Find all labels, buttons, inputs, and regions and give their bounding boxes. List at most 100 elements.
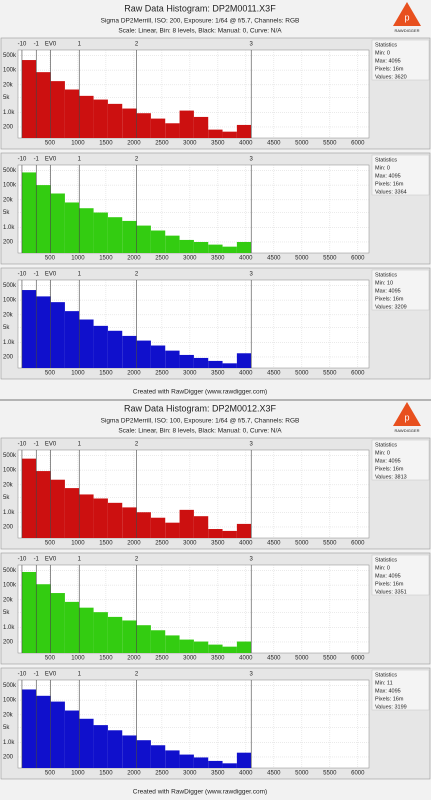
y-tick-label: 20k — [3, 482, 14, 488]
histogram-bar — [193, 116, 209, 138]
x-tick-label: 3500 — [211, 256, 225, 262]
histogram-bar — [208, 360, 223, 368]
histogram-bar — [107, 330, 123, 368]
x-tick-label: 1000 — [71, 141, 85, 147]
y-tick-label: 500k — [3, 53, 17, 59]
logo: p RAWDIGGER — [393, 2, 421, 33]
histogram-bar — [136, 740, 151, 768]
x-tick-label: 500 — [45, 141, 56, 147]
histogram-bar — [122, 735, 137, 768]
panel-subtitle: Sigma DP2Merrill, ISO: 100, Exposure: 1/… — [101, 418, 300, 425]
x-tick-label: 3500 — [211, 771, 225, 777]
x-tick-label: 1500 — [99, 371, 113, 377]
panel-settings: Scale: Linear, Bin: 8 levels, Black: Man… — [118, 28, 282, 35]
histogram-bar — [36, 296, 51, 368]
x-tick-label: 3000 — [183, 541, 197, 547]
x-tick-label: 2000 — [127, 656, 141, 662]
histogram-bar — [64, 710, 80, 768]
x2-tick-label: 3 — [250, 557, 254, 563]
x-tick-label: 1000 — [71, 656, 85, 662]
histogram-bar — [50, 81, 65, 138]
histogram-bar — [107, 616, 123, 653]
x-tick-label: 4000 — [239, 771, 253, 777]
x2-tick-label: 2 — [135, 157, 139, 163]
x-tick-label: 5000 — [295, 656, 309, 662]
histogram-bar — [50, 193, 65, 253]
histogram-bar — [93, 612, 108, 653]
x2-tick-label: 3 — [250, 442, 254, 448]
x-tick-label: 5000 — [295, 141, 309, 147]
y-tick-label: 20k — [3, 597, 14, 603]
histogram-bar — [236, 752, 252, 768]
histogram-bar — [79, 607, 94, 653]
stats-line: Pixels: 16m — [375, 181, 404, 187]
histogram-bar — [21, 60, 37, 138]
histogram-bar — [107, 730, 123, 768]
x-tick-label: 6000 — [351, 771, 365, 777]
histogram-bar — [36, 695, 51, 768]
histogram-bar — [150, 345, 166, 368]
x-tick-label: 4500 — [267, 541, 281, 547]
x-tick-label: 4500 — [267, 371, 281, 377]
x-tick-label: 3500 — [211, 541, 225, 547]
x-tick-label: 5500 — [323, 771, 337, 777]
histogram-bar — [222, 363, 237, 368]
panel-settings: Scale: Linear, Bin: 8 levels, Black: Man… — [118, 428, 282, 435]
x2-tick-label: EV0 — [45, 272, 57, 278]
x2-tick-label: -1 — [34, 557, 40, 563]
stats-title: Statistics — [375, 557, 397, 563]
x-tick-label: 3000 — [183, 256, 197, 262]
x-tick-label: 500 — [45, 256, 56, 262]
x-tick-label: 500 — [45, 371, 56, 377]
x2-tick-label: 1 — [78, 557, 82, 563]
logo-mark: p — [404, 412, 409, 422]
x2-tick-label: 2 — [135, 672, 139, 678]
histogram-bar — [165, 123, 180, 138]
x-tick-label: 4000 — [239, 141, 253, 147]
x2-tick-label: -1 — [34, 157, 40, 163]
y-tick-label: 1.0k — [3, 740, 15, 746]
histogram-bar — [165, 635, 180, 653]
histogram-bar — [179, 754, 194, 768]
histogram-bar — [165, 235, 180, 253]
y-tick-label: 1.0k — [3, 510, 15, 516]
x-tick-label: 2000 — [127, 541, 141, 547]
histogram-bar — [236, 523, 252, 538]
histogram-bar — [150, 230, 166, 253]
histogram-bar — [193, 757, 209, 768]
x-tick-label: 500 — [45, 656, 56, 662]
histogram-bar — [21, 172, 37, 253]
histogram-bar — [122, 507, 137, 538]
histogram-bar — [107, 217, 123, 253]
x-tick-label: 4000 — [239, 656, 253, 662]
y-tick-label: 1.0k — [3, 110, 15, 116]
histogram-bar — [79, 319, 94, 368]
x2-tick-label: 3 — [250, 672, 254, 678]
histogram-bar — [236, 353, 252, 368]
x-tick-label: 4000 — [239, 541, 253, 547]
x-tick-label: 5500 — [323, 141, 337, 147]
histogram-bar — [36, 471, 51, 538]
stats-line: Max: 4095 — [375, 173, 401, 179]
logo: p RAWDIGGER — [393, 402, 421, 433]
y-tick-label: 100k — [3, 583, 17, 589]
x2-tick-label: EV0 — [45, 672, 57, 678]
y-tick-label: 100k — [3, 183, 17, 189]
y-tick-label: 100k — [3, 298, 17, 304]
x-tick-label: 5500 — [323, 256, 337, 262]
stats-line: Max: 4095 — [375, 458, 401, 464]
histogram-bar — [136, 225, 151, 253]
histogram-bar — [208, 644, 223, 653]
logo-mark: p — [404, 12, 409, 22]
histogram-bar — [165, 750, 180, 768]
x-tick-label: 5500 — [323, 656, 337, 662]
y-tick-label: 20k — [3, 312, 14, 318]
histogram-bar — [21, 571, 37, 653]
x2-tick-label: 2 — [135, 442, 139, 448]
x-tick-label: 2500 — [155, 656, 169, 662]
x-tick-label: 4500 — [267, 256, 281, 262]
stats-title: Statistics — [375, 42, 397, 48]
y-tick-label: 5k — [3, 610, 10, 616]
y-tick-label: 20k — [3, 197, 14, 203]
